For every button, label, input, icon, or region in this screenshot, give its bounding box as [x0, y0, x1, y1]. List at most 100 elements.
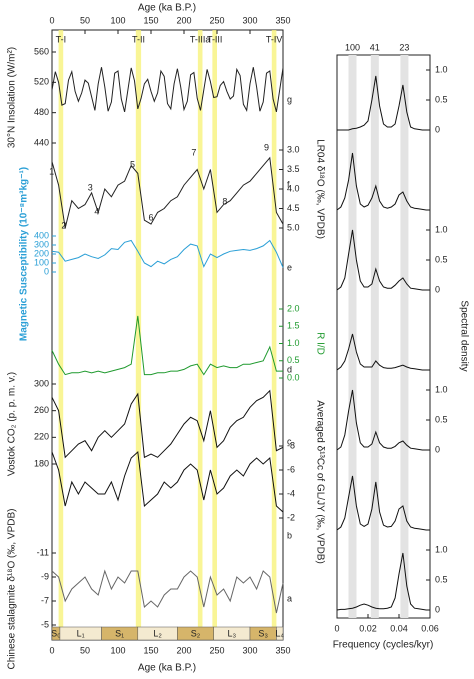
y-tick-label: -9 [41, 571, 49, 581]
termination-band [271, 30, 277, 627]
axis-title: Vostok CO₂ (p. p. m. v.) [7, 372, 18, 476]
y-tick-label: -7 [41, 595, 49, 605]
y-tick-label: -5 [41, 619, 49, 629]
period-label: 23 [399, 42, 409, 52]
x-tick-label: 0.02 [359, 623, 377, 633]
spectrum-line [337, 75, 430, 131]
y-axis-title: Spectral density [458, 300, 469, 371]
axis-title: R I/D [314, 332, 325, 355]
y-tick-label: 220 [34, 432, 49, 442]
y-tick-label: 3.0 [287, 144, 300, 154]
spectrum-line [336, 552, 430, 611]
x-tick-label: 0.04 [390, 623, 408, 633]
y-tick-label: 520 [34, 77, 49, 87]
x-tick-label: 150 [143, 15, 158, 25]
strat-label: S₃ [258, 628, 268, 638]
axis-title: Magnetic Susceptibility (10⁻⁸m³kg⁻¹) [19, 167, 30, 341]
termination-label: T-I [56, 34, 67, 44]
data-line [51, 389, 284, 459]
axis-title: LR04 δ¹⁸O (‰, VPDB) [314, 139, 325, 239]
curve-label: e [287, 262, 292, 272]
y-tick-label: 2.0 [287, 303, 300, 313]
y-tick-label: 0.5 [287, 355, 300, 365]
y-tick-label: -6 [287, 464, 295, 474]
curve-label: d [287, 364, 292, 374]
y-tick-label: 1.0 [287, 338, 300, 348]
stage-label: 1 [49, 166, 54, 176]
termination-label: T-II [132, 34, 145, 44]
spectrum-line [336, 389, 430, 451]
stage-label: 5 [130, 159, 135, 169]
y-tick-label: 3.5 [287, 164, 300, 174]
y-tick-label: 0 [44, 266, 49, 276]
y-tick-label: 1.0 [435, 64, 448, 74]
strat-label: L₄ [275, 628, 284, 638]
y-tick-label: 1.0 [435, 384, 448, 394]
stage-label: 9 [264, 142, 269, 152]
x-tick-label: 200 [176, 15, 191, 25]
y-tick-label: 4.5 [287, 203, 300, 213]
termination-band [212, 30, 217, 627]
y-tick-label: 440 [34, 137, 49, 147]
stage-label: 4 [94, 206, 99, 216]
y-tick-label: 1.0 [435, 224, 448, 234]
x-tick-label: 150 [143, 645, 158, 655]
x-tick-label: 250 [209, 645, 224, 655]
termination-label: T-III [207, 34, 223, 44]
y-tick-label: 180 [34, 458, 49, 468]
strat-label: S₀ [51, 628, 61, 638]
data-line [51, 450, 284, 513]
termination-band [58, 30, 64, 627]
termination-label: T-IIIa [190, 34, 211, 44]
axis-title: Chinese stalagmite δ¹⁸O (‰, VPDB) [7, 509, 18, 670]
x-tick-label: 300 [242, 15, 257, 25]
period-band [370, 55, 379, 618]
y-tick-label: -11 [37, 547, 49, 557]
x-tick-label: 50 [80, 645, 90, 655]
x-tick-label: 350 [275, 645, 290, 655]
y-tick-label: 300 [34, 378, 49, 388]
y-tick-label: 1.0 [435, 544, 448, 554]
y-tick-label: 0 [435, 444, 440, 454]
x-tick-label: 0 [49, 15, 54, 25]
termination-label: T-IV [266, 34, 283, 44]
y-tick-label: 0 [435, 124, 440, 134]
curve-label: g [287, 94, 292, 104]
x-tick-label: 250 [209, 15, 224, 25]
stage-label: 6 [148, 212, 153, 222]
y-tick-label: 1.5 [287, 321, 300, 331]
y-tick-label: 0.5 [435, 254, 448, 264]
x-tick-label: 100 [110, 15, 125, 25]
data-line [51, 315, 283, 376]
termination-band [197, 30, 203, 627]
axis-title: Averaged δ¹³Cc of GL/JY (‰, VPDB) [314, 400, 325, 564]
stage-label: 8 [222, 196, 227, 206]
spectrum-line [336, 475, 430, 531]
curve-label: b [287, 530, 292, 540]
y-tick-label: 400 [34, 230, 49, 240]
x-tick-label: 300 [242, 645, 257, 655]
strat-label: L₂ [153, 628, 162, 638]
termination-band [135, 30, 142, 627]
y-tick-label: 0.5 [435, 414, 448, 424]
strat-label: S₁ [115, 628, 124, 638]
strat-unit [276, 626, 284, 641]
y-tick-label: -2 [287, 512, 295, 522]
y-tick-label: 4.0 [287, 183, 300, 193]
y-tick-label: 0 [435, 604, 440, 614]
y-tick-label: 300 [34, 239, 49, 249]
curve-label: f [287, 179, 290, 189]
period-band [348, 55, 357, 618]
strat-label: L₁ [77, 628, 85, 638]
y-tick-label: 100 [34, 257, 49, 267]
x-tick-label: 0.06 [421, 623, 439, 633]
x-tick-label: 100 [110, 645, 125, 655]
period-label: 100 [345, 42, 360, 52]
x-tick-label: 0 [49, 645, 54, 655]
strat-label: L₃ [228, 628, 237, 638]
y-tick-label: 0.5 [435, 94, 448, 104]
y-tick-label: 0.5 [435, 574, 448, 584]
spectrum-line [336, 229, 430, 291]
